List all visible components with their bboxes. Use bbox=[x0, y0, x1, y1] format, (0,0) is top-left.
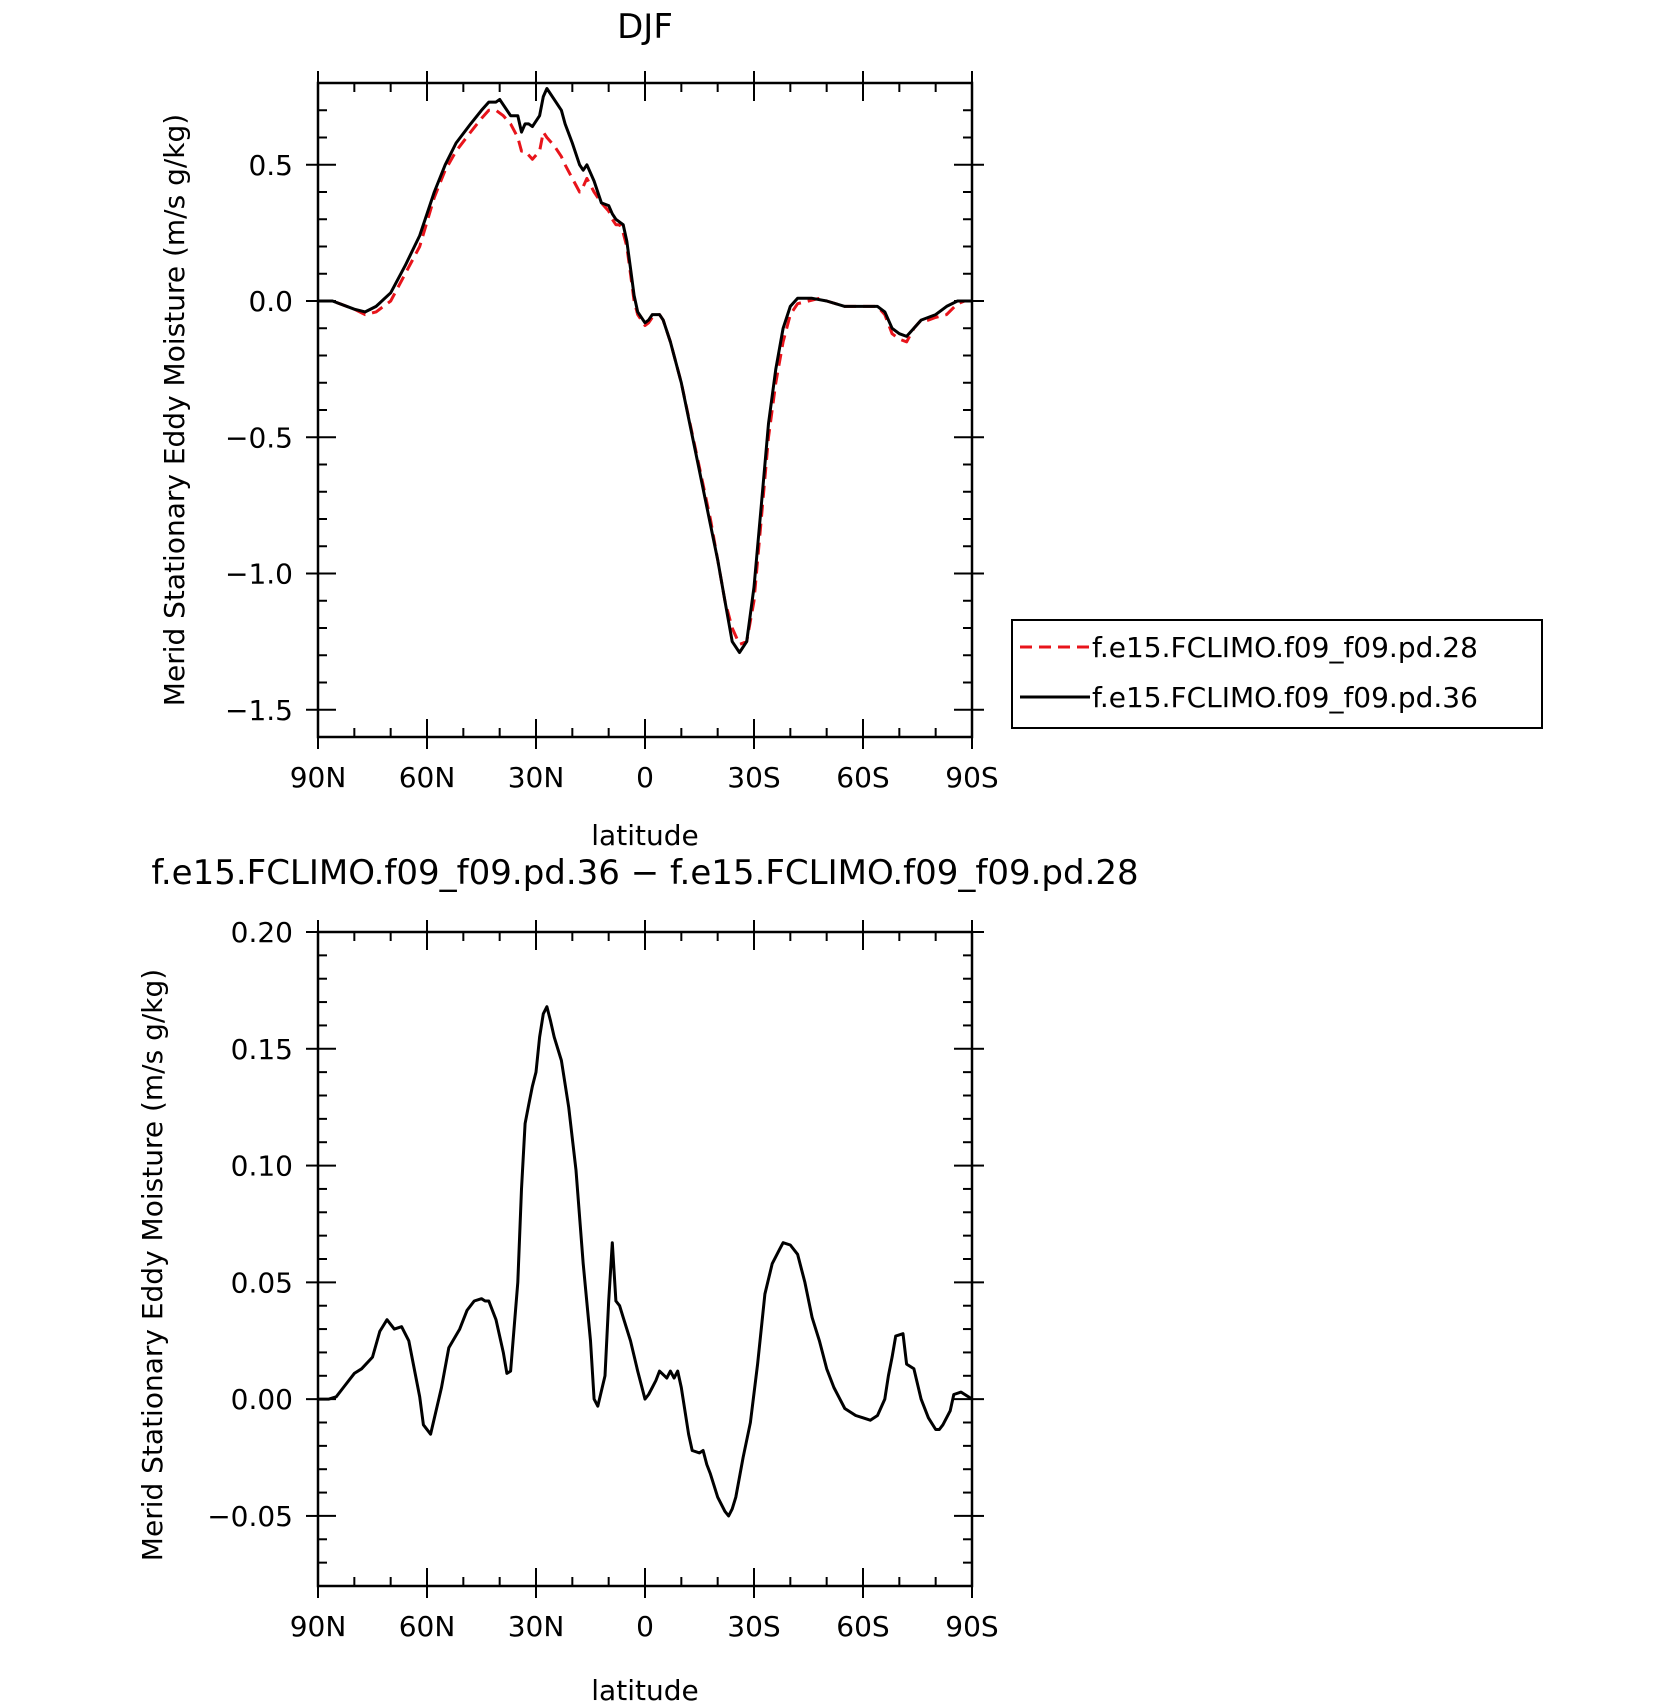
axis-ticks: 90N 60N 30N 0 30S 60S 90S 0.20 0.15 0.10 0.05 0.00 −… bbox=[207, 916, 999, 1643]
x-tick-label: 90S bbox=[945, 761, 998, 794]
y-tick-label: 0.20 bbox=[231, 916, 293, 949]
y-tick-label: 0.15 bbox=[231, 1033, 293, 1066]
y-axis-label: Merid Stationary Eddy Moisture (m/s g/kg… bbox=[158, 114, 191, 706]
x-axis-label: latitude bbox=[591, 819, 698, 852]
y-tick-label: −1.0 bbox=[225, 558, 293, 591]
x-tick-label: 90N bbox=[290, 1610, 347, 1643]
y-tick-label: −0.5 bbox=[225, 421, 293, 454]
x-axis-label: latitude bbox=[591, 1674, 698, 1707]
legend-label-pd36: f.e15.FCLIMO.f09_f09.pd.36 bbox=[1092, 681, 1478, 714]
x-tick-label: 60N bbox=[399, 761, 456, 794]
x-tick-label: 30S bbox=[727, 1610, 780, 1643]
x-tick-label: 60N bbox=[399, 1610, 456, 1643]
x-tick-label: 30N bbox=[508, 1610, 565, 1643]
y-tick-label: 0.5 bbox=[248, 149, 293, 182]
y-tick-label: 0.00 bbox=[231, 1383, 293, 1416]
chart-title: DJF bbox=[617, 7, 673, 47]
series-group bbox=[318, 1005, 973, 1518]
plot-frame bbox=[316, 81, 974, 739]
chart-panel-djf: DJF 90N 60N 30N 0 30S 60S 90S 0.5 0.0 −0.5 −1.0 −1.… bbox=[158, 7, 999, 852]
x-tick-label: 90S bbox=[945, 1610, 998, 1643]
legend-box bbox=[1011, 619, 1543, 729]
legend: f.e15.FCLIMO.f09_f09.pd.28 f.e15.FCLIMO.… bbox=[1011, 619, 1543, 729]
series-line bbox=[318, 87, 972, 654]
plot-frame bbox=[316, 930, 974, 1588]
x-tick-label: 90N bbox=[290, 761, 347, 794]
series-line bbox=[318, 108, 972, 646]
x-tick-label: 60S bbox=[836, 1610, 889, 1643]
y-axis-label: Merid Stationary Eddy Moisture (m/s g/kg… bbox=[136, 969, 169, 1561]
x-tick-label: 0 bbox=[636, 1610, 654, 1643]
x-tick-label: 30N bbox=[508, 761, 565, 794]
chart-panel-difference: f.e15.FCLIMO.f09_f09.pd.36 − f.e15.FCLIM… bbox=[136, 853, 1139, 1707]
x-tick-label: 0 bbox=[636, 761, 654, 794]
y-tick-label: 0.10 bbox=[231, 1150, 293, 1183]
y-tick-label: −0.05 bbox=[207, 1500, 293, 1533]
legend-label-pd28: f.e15.FCLIMO.f09_f09.pd.28 bbox=[1092, 631, 1478, 664]
series-group bbox=[318, 87, 972, 654]
y-tick-label: 0.0 bbox=[248, 285, 293, 318]
x-tick-label: 30S bbox=[727, 761, 780, 794]
chart-title: f.e15.FCLIMO.f09_f09.pd.36 − f.e15.FCLIM… bbox=[151, 853, 1138, 893]
x-tick-label: 60S bbox=[836, 761, 889, 794]
series-line bbox=[318, 1005, 973, 1518]
axis-ticks: 90N 60N 30N 0 30S 60S 90S 0.5 0.0 −0.5 −1.0 −1.5 bbox=[225, 71, 999, 794]
y-tick-label: 0.05 bbox=[231, 1266, 293, 1299]
y-tick-label: −1.5 bbox=[225, 694, 293, 727]
